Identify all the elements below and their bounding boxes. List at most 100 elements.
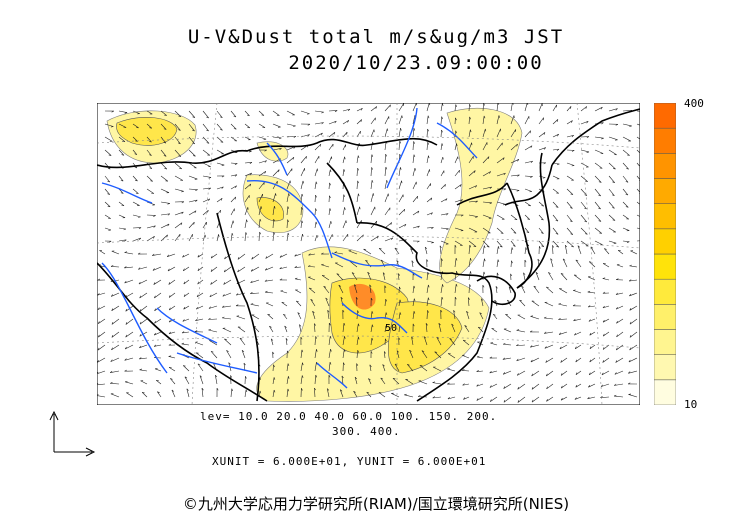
wind-vector-head: [177, 142, 181, 145]
wind-vector: [577, 245, 582, 255]
wind-vector-head: [483, 271, 486, 275]
wind-vector-head: [320, 132, 323, 136]
wind-vector-head: [301, 193, 304, 197]
wind-vector-head: [182, 319, 185, 322]
wind-vector: [482, 245, 485, 255]
wind-vector-head: [124, 346, 127, 350]
wind-vector: [174, 175, 183, 181]
wind-vector-head: [490, 342, 493, 344]
wind-vector-head: [230, 375, 233, 378]
wind-vector-head: [265, 290, 268, 293]
wind-vector: [636, 227, 640, 229]
wind-vector: [510, 129, 516, 138]
wind-vector: [110, 383, 120, 385]
wind-vector-head: [502, 342, 506, 345]
wind-vector-head: [168, 319, 171, 323]
wind-vector: [152, 253, 162, 256]
wind-vector-head: [226, 350, 229, 352]
wind-vector: [300, 234, 303, 242]
wind-vector: [286, 232, 289, 242]
wind-vector: [370, 141, 373, 151]
wind-vector-head: [573, 318, 576, 322]
wind-vector-head: [602, 333, 605, 337]
wind-vector-head: [260, 206, 263, 209]
wind-vector-head: [456, 143, 458, 147]
wind-vector: [384, 299, 387, 307]
wind-vector: [383, 351, 386, 359]
wind-vector-head: [459, 184, 462, 187]
wind-vector-head: [399, 153, 401, 157]
wind-vector-head: [293, 136, 297, 138]
wind-vector: [370, 324, 373, 333]
wind-vector-head: [149, 140, 152, 143]
wind-vector: [286, 135, 296, 138]
wind-vector-head: [441, 129, 443, 133]
wind-vector: [99, 250, 106, 255]
wind-vector-head: [328, 375, 331, 378]
wind-vector: [328, 156, 332, 164]
wind-vector-head: [368, 378, 371, 381]
wind-vector-head: [273, 364, 275, 368]
wind-vector: [286, 110, 295, 116]
wind-vector-head: [476, 398, 479, 401]
wind-vector: [412, 141, 414, 151]
wind-vector-head: [181, 331, 185, 334]
wind-vector: [285, 338, 288, 346]
wind-vector-head: [442, 284, 444, 287]
wind-vector-head: [283, 313, 286, 316]
wind-vector-head: [152, 253, 155, 256]
wind-vector-head: [111, 321, 114, 325]
wind-vector-head: [355, 297, 358, 300]
wind-vector: [321, 275, 330, 281]
wind-vector-head: [546, 398, 548, 402]
reference-vector-icon: [49, 410, 96, 457]
wind-vector-head: [404, 224, 407, 227]
wind-vector-head: [328, 322, 331, 326]
wind-vector-head: [358, 193, 360, 197]
colorbar-bin: [654, 278, 676, 305]
wind-vector-head: [149, 154, 152, 156]
wind-vector: [496, 157, 505, 164]
wind-vector: [197, 363, 204, 372]
wind-vector: [602, 263, 610, 268]
wind-vector-head: [468, 297, 470, 300]
wind-vector-head: [301, 349, 304, 353]
wind-vector: [139, 318, 148, 325]
wind-vector-head: [601, 122, 604, 125]
wind-vector-head: [340, 297, 343, 300]
wind-vector: [169, 305, 176, 311]
wind-vector-head: [314, 387, 316, 391]
wind-vector: [272, 206, 275, 216]
wind-vector-head: [334, 120, 337, 124]
wind-vector: [594, 162, 603, 169]
wind-vector-head: [111, 110, 114, 113]
wind-vector-head: [464, 325, 467, 327]
wind-vector: [174, 188, 184, 192]
wind-vector: [202, 123, 209, 132]
wind-vector-head: [192, 129, 195, 132]
wind-vector-head: [399, 312, 402, 315]
wind-vector: [496, 227, 504, 234]
wind-vector: [157, 391, 162, 398]
wind-vector: [636, 240, 640, 242]
wind-vector-head: [97, 394, 99, 396]
wind-vector-head: [292, 157, 295, 160]
wind-vector: [482, 258, 485, 268]
dust-map: 50: [97, 103, 640, 405]
wind-vector-head: [519, 299, 522, 302]
wind-vector: [530, 316, 540, 320]
wind-vector: [580, 149, 590, 153]
wind-vector: [538, 227, 544, 234]
wind-vector-head: [550, 258, 553, 261]
wind-vector: [230, 233, 233, 242]
wind-vector: [300, 207, 302, 216]
wind-vector-head: [360, 108, 363, 111]
wind-vector-head: [386, 180, 388, 183]
wind-vector: [496, 259, 499, 268]
wind-vector-head: [586, 151, 590, 153]
wind-vector: [328, 208, 331, 216]
wind-vector-head: [149, 127, 152, 129]
wind-vector-head: [356, 363, 359, 366]
wind-vector: [140, 380, 148, 385]
wind-vector: [356, 350, 359, 359]
